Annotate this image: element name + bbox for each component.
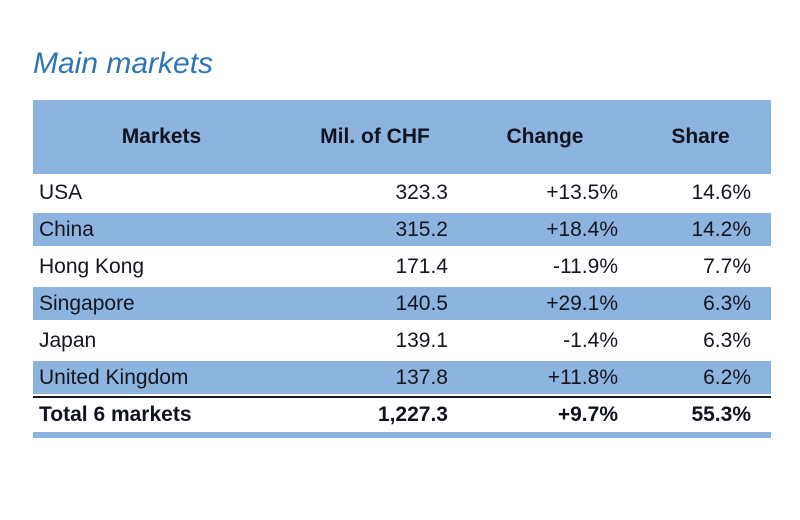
column-header-mil-of-chf: Mil. of CHF (320, 125, 430, 148)
share-value-cell: 14.6% (691, 180, 751, 204)
market-name-cell: USA (39, 180, 83, 204)
share-value-cell: 7.7% (703, 254, 751, 278)
change-value-cell: -1.4% (563, 328, 618, 352)
table-total-row: Total 6 markets 1,227.3 +9.7% 55.3% (33, 396, 771, 432)
chf-value-cell: 139.1 (395, 328, 448, 352)
column-header-change: Change (506, 125, 584, 148)
chf-value-cell: 140.5 (395, 291, 448, 315)
table-body: USA 323.3 +13.5% 14.6% China 315.2 +18.4… (33, 174, 771, 396)
change-value-cell: +13.5% (546, 180, 618, 204)
table-row: Japan 139.1 -1.4% 6.3% (33, 322, 771, 359)
total-chf-cell: 1,227.3 (377, 403, 448, 426)
total-market-cell: Total 6 markets (39, 403, 192, 426)
table-row: USA 323.3 +13.5% 14.6% (33, 174, 771, 211)
market-name-cell: Japan (39, 328, 97, 352)
table-row: Hong Kong 171.4 -11.9% 7.7% (33, 248, 771, 285)
table-row: United Kingdom 137.8 +11.8% 6.2% (33, 359, 771, 396)
total-change-cell: +9.7% (557, 403, 618, 426)
share-value-cell: 6.3% (703, 328, 751, 352)
column-header-markets: Markets (121, 125, 202, 148)
change-value-cell: +11.8% (547, 365, 618, 389)
market-name-cell: China (39, 217, 94, 241)
change-value-cell: +29.1% (546, 291, 618, 315)
table-header-row: Markets Mil. of CHF Change Share (33, 100, 771, 174)
table-row: China 315.2 +18.4% 14.2% (33, 211, 771, 248)
total-share-cell: 55.3% (691, 403, 751, 426)
chf-value-cell: 315.2 (395, 217, 448, 241)
chf-value-cell: 171.4 (395, 254, 448, 278)
column-header-share: Share (671, 125, 730, 148)
chf-value-cell: 137.8 (395, 365, 448, 389)
share-value-cell: 14.2% (691, 217, 751, 241)
share-value-cell: 6.3% (703, 291, 751, 315)
page-title: Main markets (33, 47, 214, 80)
main-markets-table: Markets Mil. of CHF Change Share USA 323… (33, 100, 771, 438)
change-value-cell: -11.9% (553, 254, 618, 278)
market-name-cell: Hong Kong (39, 254, 145, 278)
chf-value-cell: 323.3 (395, 180, 448, 204)
change-value-cell: +18.4% (546, 217, 618, 241)
market-name-cell: United Kingdom (39, 365, 189, 389)
share-value-cell: 6.2% (703, 365, 751, 389)
table-row: Singapore 140.5 +29.1% 6.3% (33, 285, 771, 322)
market-name-cell: Singapore (39, 291, 135, 315)
table-bottom-accent-bar (33, 432, 771, 438)
